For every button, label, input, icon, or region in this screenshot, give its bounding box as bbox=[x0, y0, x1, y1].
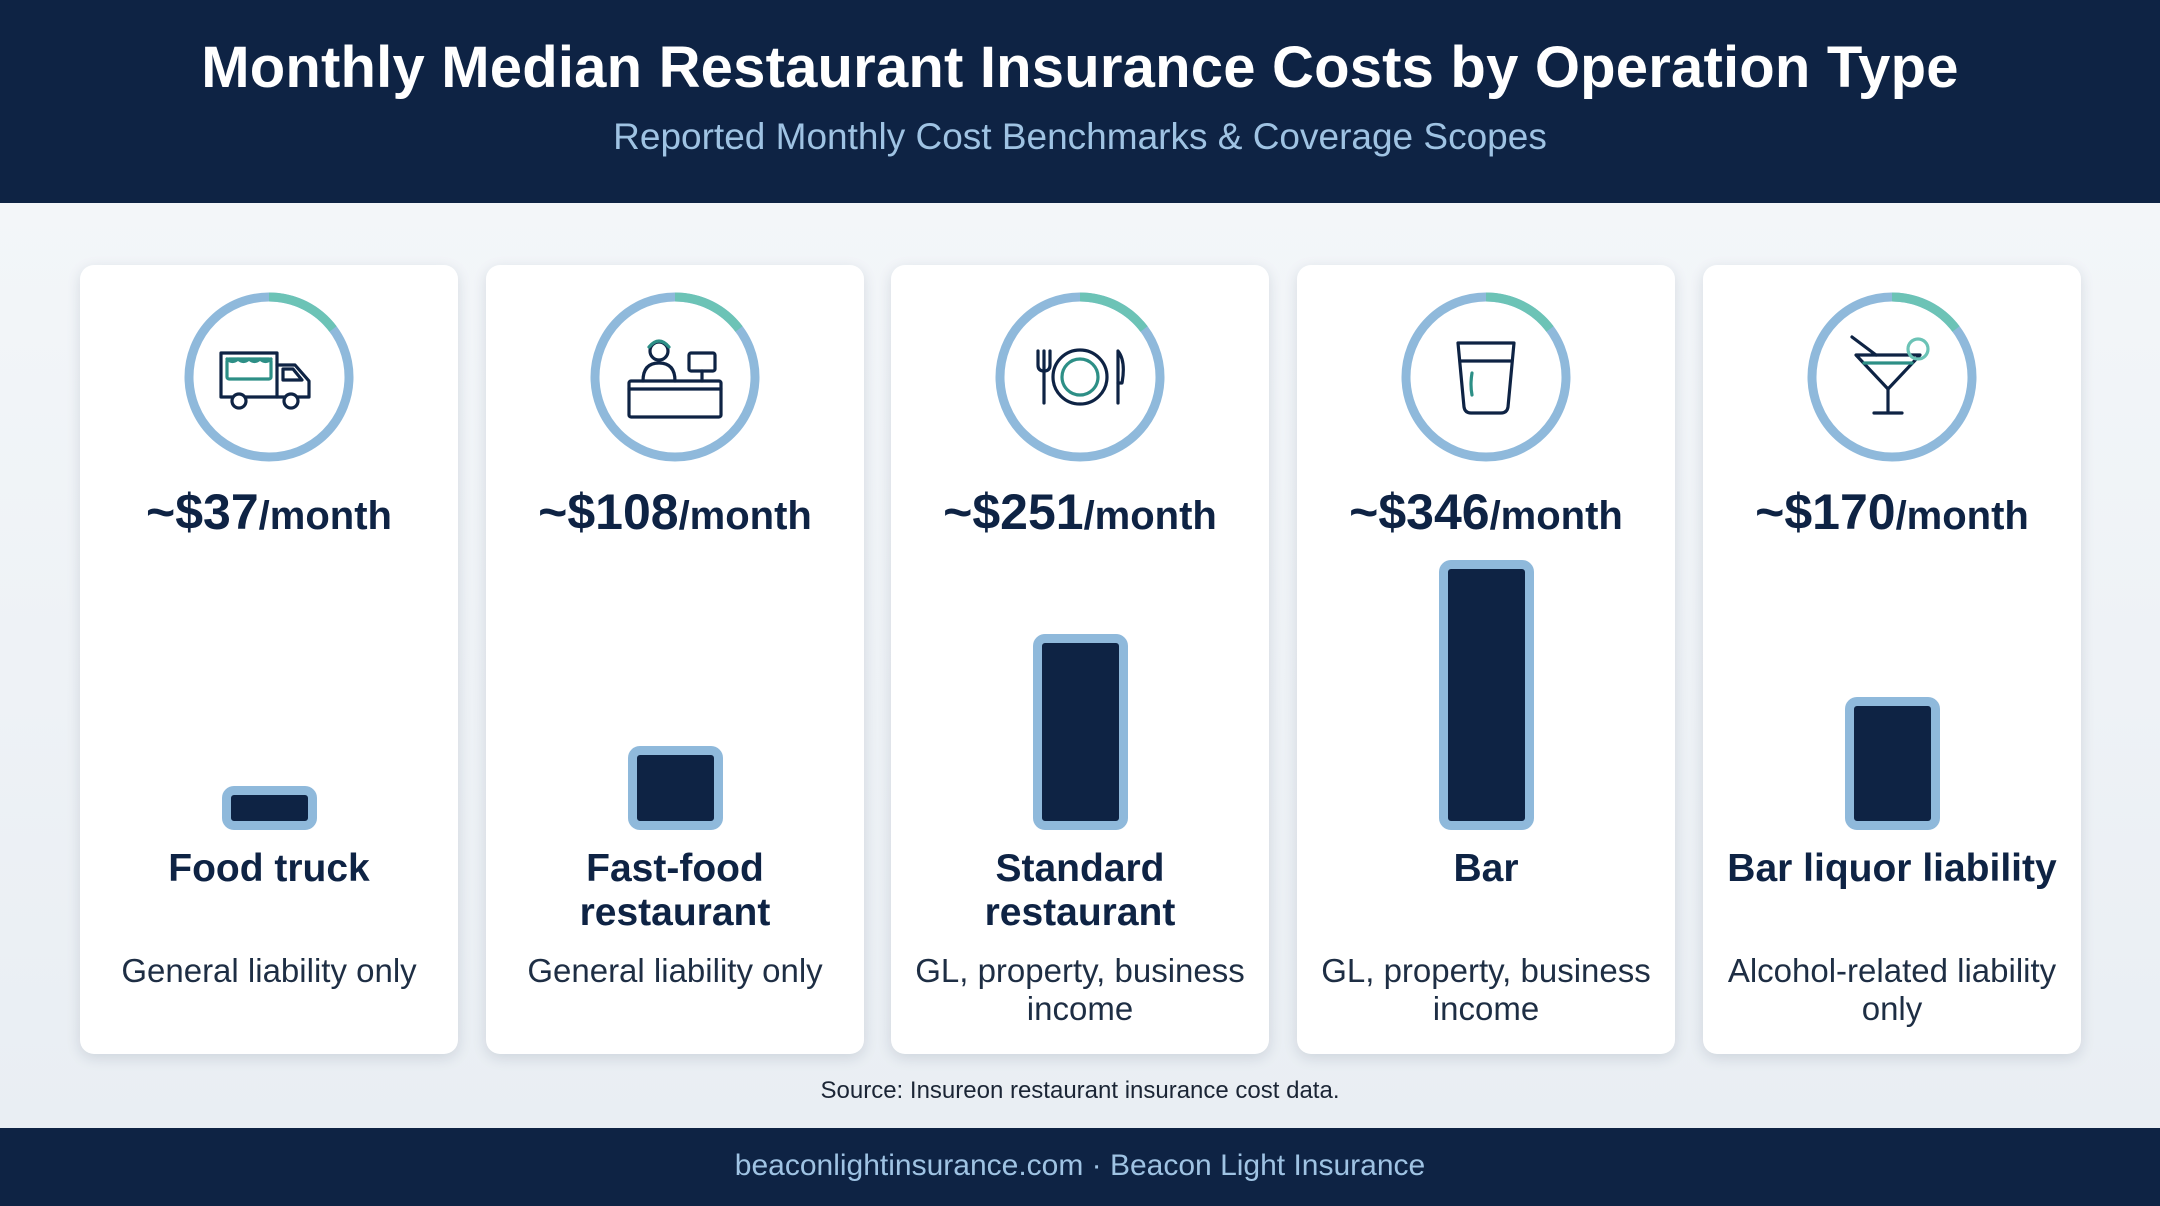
footer-text: beaconlightinsurance.com · Beacon Light … bbox=[734, 1149, 1426, 1182]
page-title: Monthly Median Restaurant Insurance Cost… bbox=[201, 35, 1959, 100]
category-label: Standard restaurant bbox=[984, 847, 1176, 934]
chart-card: ~$346/month Bar GL, property, business inc… bbox=[1297, 265, 1675, 1054]
cocktail-glass-icon bbox=[1806, 291, 1978, 463]
food-truck-icon bbox=[183, 291, 355, 463]
bar bbox=[1439, 560, 1534, 830]
price-unit: /month bbox=[1489, 494, 1623, 538]
icon-ring-svg bbox=[1401, 292, 1571, 462]
coverage-description: GL, property, business income bbox=[915, 952, 1245, 1027]
chart-card: ~$37/month Food truck General liability on… bbox=[80, 265, 458, 1054]
coverage-description: GL, property, business income bbox=[1321, 952, 1651, 1027]
header: Monthly Median Restaurant Insurance Cost… bbox=[0, 0, 2160, 203]
price-label: ~$251/month bbox=[891, 483, 1269, 541]
icon-ring-svg bbox=[184, 292, 354, 462]
icon-ring-svg bbox=[590, 292, 760, 462]
price-amount: ~$346 bbox=[1349, 484, 1490, 540]
chart-card: ~$170/month Bar liquor liability Alcohol-r… bbox=[1703, 265, 2081, 1054]
footer: beaconlightinsurance.com · Beacon Light … bbox=[0, 1128, 2160, 1206]
coverage-description: Alcohol-related liability only bbox=[1727, 952, 2057, 1027]
chart-card: ~$251/month Standard restaurant GL, proper… bbox=[891, 265, 1269, 1054]
bar bbox=[1845, 697, 1940, 830]
bar bbox=[1033, 634, 1128, 830]
bar bbox=[222, 786, 317, 830]
bar bbox=[628, 746, 723, 830]
price-unit: /month bbox=[1083, 494, 1217, 538]
beer-glass-icon bbox=[1400, 291, 1572, 463]
price-label: ~$170/month bbox=[1703, 483, 2081, 541]
category-label: Bar bbox=[1453, 847, 1519, 890]
icon-ring-svg bbox=[995, 292, 1165, 462]
category-label: Bar liquor liability bbox=[1727, 847, 2057, 890]
price-unit: /month bbox=[678, 494, 812, 538]
price-amount: ~$37 bbox=[146, 484, 259, 540]
price-amount: ~$251 bbox=[943, 484, 1084, 540]
page-subtitle: Reported Monthly Cost Benchmarks & Cover… bbox=[613, 116, 1547, 157]
source-note: Source: Insureon restaurant insurance co… bbox=[820, 1077, 1340, 1104]
price-amount: ~$108 bbox=[538, 484, 679, 540]
price-unit: /month bbox=[258, 494, 392, 538]
price-label: ~$108/month bbox=[486, 483, 864, 541]
category-label: Food truck bbox=[168, 847, 370, 890]
category-label: Fast-food restaurant bbox=[579, 847, 771, 934]
coverage-description: General liability only bbox=[121, 952, 417, 989]
price-amount: ~$170 bbox=[1755, 484, 1896, 540]
coverage-description: General liability only bbox=[527, 952, 823, 989]
price-label: ~$37/month bbox=[80, 483, 458, 541]
plate-cutlery-icon bbox=[994, 291, 1166, 463]
icon-ring-svg bbox=[1807, 292, 1977, 462]
price-unit: /month bbox=[1895, 494, 2029, 538]
chart-card: ~$108/month Fast-food restaurant General l… bbox=[486, 265, 864, 1054]
fast-food-counter-icon bbox=[589, 291, 761, 463]
price-label: ~$346/month bbox=[1297, 483, 1675, 541]
